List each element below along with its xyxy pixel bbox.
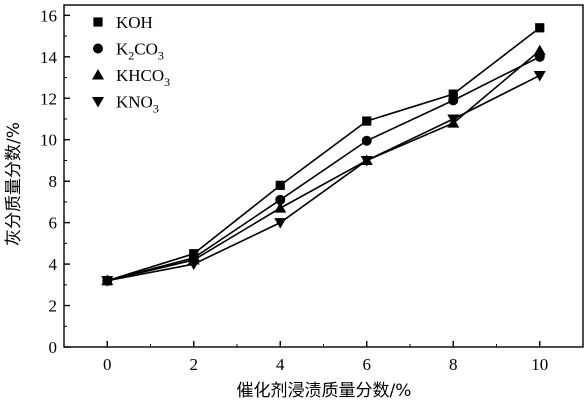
series-line-koh <box>107 27 541 282</box>
data-point-kno3 <box>274 218 287 229</box>
axes: 0 2 4 6 8 10 12 14 16 0 2 4 6 8 10 <box>40 4 584 374</box>
x-tick-label: 0 <box>103 355 112 374</box>
legend-marker-k2co3 <box>93 43 103 54</box>
legend: KOH K2CO3 KHCO3 KNO3 <box>92 13 170 116</box>
data-point-k2co3 <box>361 135 372 146</box>
data-point-kno3 <box>533 70 546 82</box>
x-tick-label: 10 <box>531 355 548 374</box>
legend-marker-khco3 <box>92 69 104 80</box>
y-tick-label: 4 <box>49 255 58 274</box>
series-line-khco3 <box>107 49 541 282</box>
x-tick-label: 4 <box>276 355 285 374</box>
y-tick-label: 0 <box>49 338 58 357</box>
y-axis-label: 灰分质量分数/% <box>4 122 24 246</box>
legend-label-k2co3: K2CO3 <box>116 40 164 63</box>
y-tick-label: 14 <box>40 48 58 67</box>
data-point-khco3 <box>274 202 287 213</box>
x-tick-label: 6 <box>363 355 372 374</box>
data-point-kno3 <box>187 259 200 271</box>
y-tick-label: 6 <box>49 214 58 233</box>
legend-label-kno3: KNO3 <box>116 93 159 116</box>
series-layer <box>101 23 546 287</box>
data-point-kno3 <box>447 114 460 125</box>
x-tick-label: 2 <box>190 355 199 374</box>
series-line-k2co3 <box>107 56 541 282</box>
y-tick-label: 12 <box>40 89 57 108</box>
legend-label-khco3: KHCO3 <box>116 66 170 89</box>
data-point-k2co3 <box>275 194 286 205</box>
data-point-kno3 <box>360 155 373 167</box>
x-axis-label: 催化剂浸渍质量分数/% <box>237 381 412 401</box>
legend-marker-kno3 <box>92 97 104 108</box>
y-tick-label: 2 <box>49 297 58 316</box>
y-tick-label: 8 <box>49 172 58 191</box>
y-tick-label: 16 <box>40 6 57 25</box>
data-point-koh <box>535 23 545 33</box>
legend-label-koh: KOH <box>116 13 153 32</box>
data-point-koh <box>448 89 458 99</box>
data-point-koh <box>362 116 372 126</box>
data-point-k2co3 <box>448 95 459 106</box>
legend-marker-koh <box>93 17 103 27</box>
y-tick-label: 10 <box>40 131 57 150</box>
x-tick-label: 8 <box>449 355 458 374</box>
data-point-kno3 <box>101 276 114 287</box>
data-point-khco3 <box>533 44 546 56</box>
series-line-kno3 <box>107 74 541 282</box>
data-point-koh <box>275 180 285 190</box>
